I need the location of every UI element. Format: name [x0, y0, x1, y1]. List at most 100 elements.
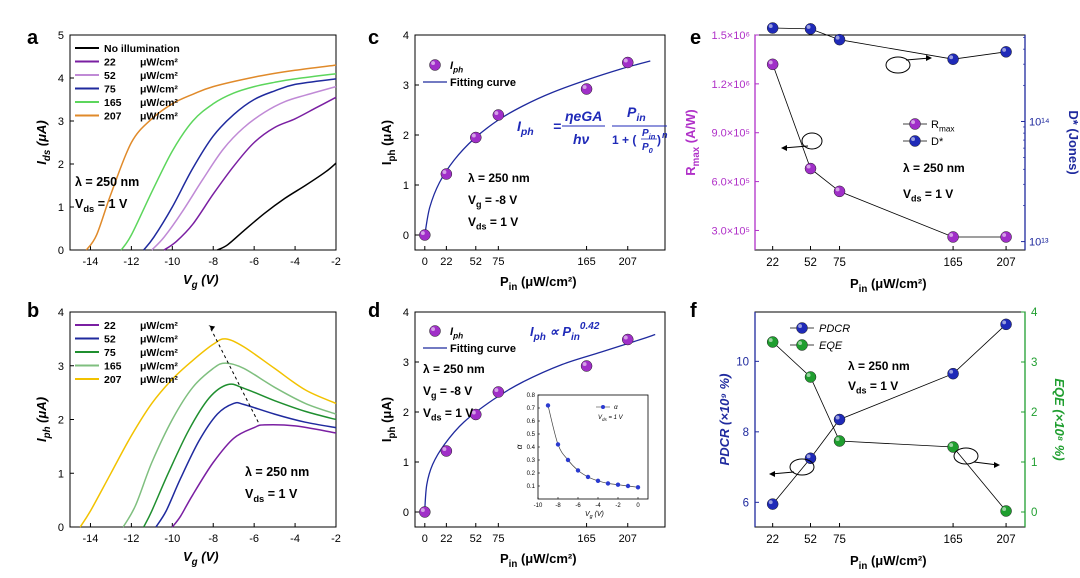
- x-tick-label: 22: [440, 533, 452, 545]
- x-tick-label: -14: [83, 256, 99, 268]
- inset-legend-note-sub: ds: [602, 417, 608, 422]
- series-line-22: [163, 96, 337, 251]
- inset-point: [625, 483, 631, 489]
- y-left-axis-label-main: R: [683, 166, 698, 176]
- eqe-point: [766, 336, 779, 348]
- x-tick-label: 52: [804, 257, 817, 269]
- y-axis-label-sub: ph: [42, 426, 53, 439]
- legend-label-iph: Iph: [450, 326, 463, 340]
- data-point-highlight: [582, 85, 587, 89]
- annotation-vds: Vds = 1 V: [848, 379, 898, 396]
- legend-marker-dstar: [909, 135, 921, 147]
- x-tick-label: -8: [208, 256, 218, 268]
- trend-arrow-head: [209, 325, 216, 331]
- series-line-207: [79, 338, 337, 528]
- x-tick-label: 75: [492, 256, 504, 268]
- formula-frac-bot-main: P: [642, 142, 649, 153]
- inset-point: [615, 482, 621, 487]
- y-tick-label: 1: [403, 180, 409, 192]
- y-tick-label: 0: [58, 522, 64, 534]
- trend-arrow-line: [208, 325, 259, 423]
- inset-point: [555, 442, 561, 447]
- formula-frac-top-main: P: [642, 128, 649, 139]
- formula-d-lhs: I: [530, 324, 534, 339]
- annotation-vg-main: V: [423, 384, 431, 398]
- rmax-point: [833, 185, 846, 198]
- x-tick-label: -10: [164, 533, 180, 545]
- x-axis-label-main: V: [183, 549, 193, 564]
- annotation-vds-main: V: [245, 487, 254, 501]
- inset-y-tick-label: 0.3: [527, 458, 536, 464]
- eqe-axis-arrowhead: [994, 462, 1000, 468]
- x-axis-label-sub: in: [859, 284, 868, 295]
- annotation-vds: Vds = 1 V: [468, 215, 518, 232]
- data-point-highlight: [471, 410, 476, 415]
- inset-point: [565, 457, 571, 463]
- legend-unit: μW/cm²: [140, 361, 178, 373]
- panel-c-frame: [414, 34, 666, 251]
- x-tick-label: -12: [123, 256, 139, 268]
- pdcr-line: [772, 324, 1007, 505]
- y-right-axis-label-main: EQE: [1052, 378, 1067, 406]
- legend-marker-highlight: [431, 327, 436, 332]
- y-axis-label-sub: ph: [387, 150, 398, 162]
- y-right-tick-label: 4: [1031, 307, 1038, 319]
- legend-marker-highlight: [431, 61, 436, 65]
- y-tick-label: 0: [403, 507, 409, 519]
- data-point: [440, 445, 453, 457]
- pdcr-point-highlight: [806, 454, 811, 459]
- data-point: [621, 56, 634, 69]
- dstar-point-highlight: [768, 24, 773, 29]
- annotation-vds-main: V: [423, 406, 431, 420]
- rmax-point-highlight: [1002, 233, 1007, 237]
- panel-letter-c: c: [368, 27, 379, 49]
- dstar-point: [1000, 46, 1012, 58]
- annotation-vds-main: V: [848, 379, 856, 393]
- x-axis-label: Vg (V): [183, 272, 219, 291]
- dstar-point: [766, 22, 779, 34]
- legend-unit: μW/cm²: [140, 320, 178, 332]
- x-tick-label: 207: [619, 256, 637, 268]
- annotation-wavelength: λ = 250 nm: [468, 171, 530, 185]
- y-tick-label: 3: [58, 116, 64, 128]
- pdcr-point: [833, 413, 846, 426]
- y-tick-label: 4: [58, 307, 64, 319]
- legend-marker: [429, 59, 441, 71]
- rmax-point: [766, 58, 779, 71]
- rmax-point-highlight: [768, 60, 773, 65]
- y-right-axis-label-tail: (×10⁸ %): [1052, 406, 1067, 461]
- y-axis-label-tail: (μA): [379, 120, 394, 150]
- y-right-tick-label: 0: [1031, 507, 1037, 519]
- y-tick-label: 3: [58, 361, 64, 373]
- annotation-wavelength: λ = 250 nm: [903, 161, 965, 175]
- formula-den2b: ): [657, 133, 661, 147]
- legend-label-rmax-sub: max: [939, 124, 955, 133]
- inset-y-tick-label: 0.7: [527, 406, 536, 412]
- y-tick-label: 1: [58, 468, 64, 480]
- rmax-point: [947, 231, 959, 243]
- y-axis-label: Iph (μA): [379, 397, 398, 442]
- formula-frac-top: Pin: [642, 128, 656, 141]
- data-point-highlight: [623, 335, 628, 340]
- annotation-vds-tail: = 1 V: [442, 406, 474, 420]
- x-tick-label: 22: [440, 256, 452, 268]
- y-left-axis-label-tail: (A/W): [683, 109, 698, 147]
- legend-label: 52: [104, 70, 116, 82]
- dstar-point: [833, 33, 846, 46]
- dstar-point-highlight: [835, 35, 840, 40]
- pdcr-point: [766, 498, 779, 510]
- inset-y-label: α: [515, 444, 524, 449]
- rmax-axis-arrowhead: [781, 145, 787, 151]
- y-left-tick-label: 8: [743, 427, 749, 439]
- annotation-vds-main: V: [75, 197, 84, 211]
- formula-lhs: Iph: [517, 118, 534, 138]
- legend-marker-pdcr: [796, 322, 808, 334]
- data-point-highlight: [623, 58, 628, 63]
- x-axis-label: Pin (μW/cm²): [850, 276, 927, 295]
- y-right-tick-label: 3: [1031, 357, 1037, 369]
- series-line-207: [85, 64, 337, 251]
- data-point: [419, 506, 431, 518]
- y-tick-label: 4: [403, 30, 409, 42]
- annotation-vg-sub: g: [431, 391, 437, 401]
- y-tick-label: 0: [58, 245, 64, 257]
